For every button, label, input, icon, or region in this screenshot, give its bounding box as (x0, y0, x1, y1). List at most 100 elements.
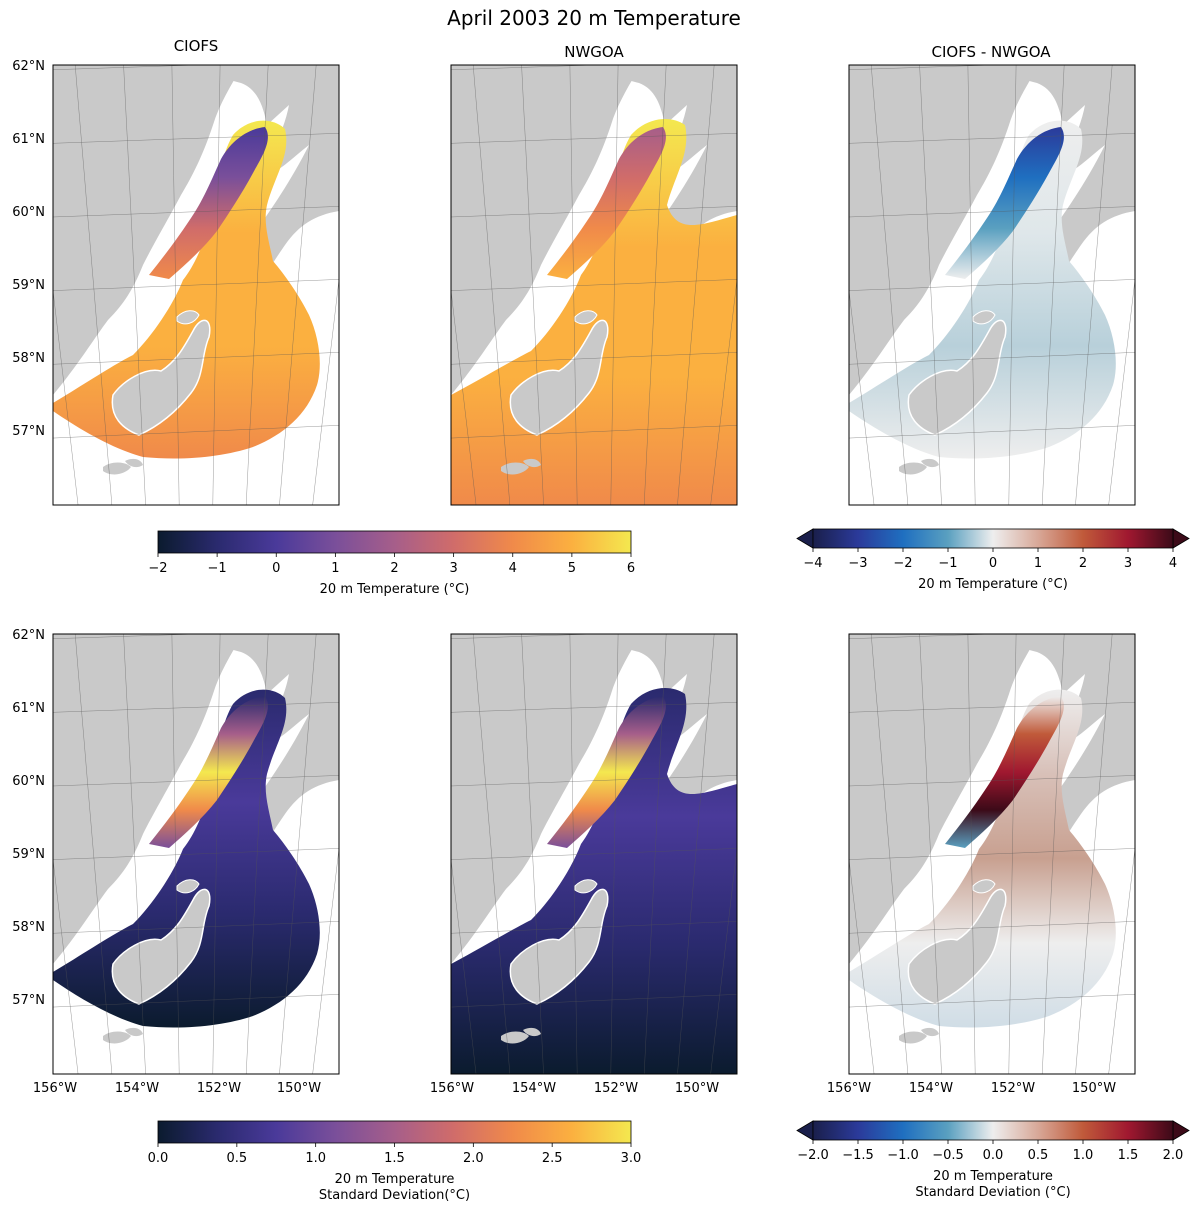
x-tick-label: 154°W (909, 1081, 953, 1096)
colorbar-std: 0.0 0.5 1.0 1.5 2.0 2.5 3.0 20 m TemperatureSta… (148, 1120, 642, 1203)
parallel-line (53, 775, 339, 787)
colorbar-tick-label: 6 (627, 561, 635, 576)
parallel-line (849, 994, 1135, 1008)
land-mass-west (849, 634, 1039, 964)
panel-title-nwgoa: NWGOA (564, 43, 624, 61)
parallel-line (849, 352, 1135, 365)
x-tick-label: 154°W (512, 1081, 556, 1096)
colorbar-tick-label: −3 (848, 556, 867, 571)
map-panel-nwgoa-std (450, 633, 738, 1075)
colorbar-tick-label: 3 (449, 561, 457, 576)
kodiak-island (509, 888, 609, 1005)
map-panel-nwgoa-temperature (450, 64, 738, 506)
colorbar-tick-label: 0.5 (226, 1151, 247, 1166)
y-tick-label: 59°N (12, 278, 45, 293)
y-tick-label: 57°N (12, 424, 45, 439)
colorbar-tick-label: −2 (893, 556, 912, 571)
map-panel-ciofs-std (52, 633, 340, 1075)
parallel-line (53, 425, 339, 439)
parallel-line (451, 206, 737, 218)
y-tick-label: 58°N (12, 351, 45, 366)
parallel-line (849, 921, 1135, 934)
land-mass-west (451, 65, 641, 395)
x-tick-label: 150°W (1072, 1081, 1116, 1096)
colorbar-tick-label: 1.5 (384, 1151, 405, 1166)
kodiak-island (111, 888, 211, 1005)
y-axis-labels-bottom: 62°N 61°N 60°N 59°N 58°N 57°N (12, 628, 45, 1008)
colorbar-tick-label: 3 (1124, 556, 1132, 571)
meridian-line (312, 846, 339, 1074)
colorbar-gradient (812, 528, 1174, 549)
panel-title-ciofs: CIOFS (174, 37, 219, 55)
x-tick-label: 154°W (115, 1081, 159, 1096)
colorbar-tick-label: 2.0 (463, 1151, 484, 1166)
colorbar-extend-high (1172, 1120, 1190, 1141)
x-tick-label: 152°W (197, 1081, 241, 1096)
meridian-line (451, 857, 477, 1074)
y-tick-label: 62°N (12, 59, 45, 74)
colorbar-tick-label: 1.0 (305, 1151, 326, 1166)
colorbar-gradient (812, 1120, 1174, 1141)
parallel-line (849, 425, 1135, 439)
cook-inlet-field (945, 127, 1064, 279)
parallel-line (53, 921, 339, 934)
colorbar-tick-label: 4 (1169, 556, 1177, 571)
colorbar-extend-low (796, 1120, 814, 1141)
x-tick-label: 152°W (991, 1081, 1035, 1096)
colorbar-tick-label: 2 (390, 561, 398, 576)
x-tick-label: 152°W (594, 1081, 638, 1096)
kodiak-island (907, 319, 1007, 436)
cook-inlet-field (547, 127, 666, 279)
land-mass-west (53, 65, 243, 395)
ocean-field (849, 120, 1116, 459)
colorbar-tick-label: 3.0 (621, 1151, 642, 1166)
cook-inlet-field (547, 696, 666, 848)
parallel-line (451, 702, 737, 713)
colorbar-gradient (157, 530, 632, 554)
parallel-line (53, 279, 339, 291)
land-mass-west (849, 65, 1039, 395)
meridian-line (1108, 846, 1135, 1074)
parallel-line (53, 848, 339, 860)
parallel-line (451, 775, 737, 787)
y-tick-label: 58°N (12, 920, 45, 935)
meridian-line (710, 277, 737, 505)
parallel-line (53, 133, 339, 144)
cook-inlet-field (945, 696, 1064, 848)
parallel-line (451, 279, 737, 291)
parallel-line (53, 206, 339, 218)
parallel-line (849, 702, 1135, 713)
y-tick-label: 59°N (12, 847, 45, 862)
colorbar-tick-label: 0.5 (1028, 1148, 1049, 1163)
parallel-line (451, 848, 737, 860)
cook-inlet-field (149, 696, 268, 848)
kodiak-island (907, 888, 1007, 1005)
colorbar-tick-label: −1.5 (842, 1148, 874, 1163)
colorbar-tick-label: 1 (1034, 556, 1042, 571)
colorbar-tick-label: 2.0 (1163, 1148, 1184, 1163)
parallel-line (451, 133, 737, 144)
colorbar-temperature: −2 −1 0 1 2 3 4 5 6 20 m Temperature (°C) (148, 530, 635, 597)
trinity-islands (899, 1027, 939, 1044)
x-tick-label: 156°W (827, 1081, 871, 1096)
map-frame (848, 633, 1136, 1075)
afognak-island (574, 879, 598, 894)
colorbar-label: Standard Deviation (°C) (915, 1185, 1070, 1200)
parallel-line (451, 994, 737, 1008)
colorbar-temperature-difference: −4 −3 −2 −1 0 1 2 3 4 20 m Temperature (°C) (796, 528, 1190, 592)
afognak-island (574, 310, 598, 325)
colorbar-tick-label: −0.5 (932, 1148, 964, 1163)
parallel-line (53, 702, 339, 713)
parallel-line (849, 133, 1135, 144)
meridian-line (451, 288, 477, 505)
cook-inlet-field (149, 127, 268, 279)
colorbar-label: 20 m Temperature (°C) (320, 582, 470, 597)
meridian-line (710, 846, 737, 1074)
y-tick-label: 61°N (12, 132, 45, 147)
trinity-islands (103, 458, 143, 475)
y-tick-label: 60°N (12, 205, 45, 220)
ocean-field (849, 689, 1116, 1028)
meridian-line (849, 288, 875, 505)
land-mass-west (451, 634, 641, 964)
colorbar-gradient (157, 1120, 632, 1144)
